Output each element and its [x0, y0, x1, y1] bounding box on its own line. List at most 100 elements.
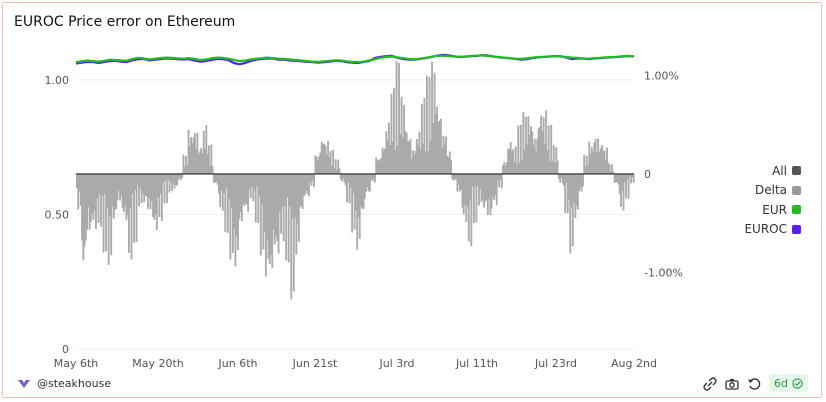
delta-bar	[542, 117, 545, 174]
delta-bar	[97, 173, 100, 223]
legend-item-euroc[interactable]: EUROC	[681, 220, 801, 240]
delta-bar	[436, 106, 439, 174]
footer-actions: 6d	[703, 374, 808, 392]
delta-bar	[320, 141, 323, 174]
delta-bar	[551, 160, 554, 174]
x-tick-label: Jul 11th	[455, 357, 498, 370]
delta-bar	[81, 173, 83, 241]
delta-bar	[199, 151, 201, 174]
delta-bar	[325, 154, 328, 174]
delta-bar	[461, 173, 464, 208]
delta-bar	[153, 173, 156, 220]
delta-bar	[112, 173, 115, 219]
delta-bar	[230, 173, 233, 208]
delta-bar	[456, 173, 459, 192]
delta-bar	[324, 145, 327, 174]
delta-bar	[234, 173, 237, 267]
delta-bar	[599, 148, 602, 174]
delta-bar	[390, 93, 393, 174]
delta-bar	[305, 173, 308, 191]
delta-bar	[535, 151, 537, 174]
delta-bar	[231, 173, 234, 253]
y-left-tick-label: 1.00	[45, 74, 70, 87]
legend-item-delta[interactable]: Delta	[681, 181, 801, 201]
delta-bar	[420, 103, 423, 174]
delta-bar	[240, 173, 243, 222]
delta-bar	[105, 173, 108, 252]
delta-bar	[614, 173, 617, 183]
delta-bar	[379, 159, 381, 174]
delta-bar	[497, 173, 499, 181]
camera-icon[interactable]	[725, 376, 739, 390]
delta-bar	[280, 173, 283, 234]
delta-bar	[451, 173, 454, 180]
delta-bar	[531, 131, 534, 174]
delta-bar	[242, 173, 244, 204]
delta-bar	[537, 128, 540, 174]
delta-bar	[415, 139, 418, 174]
delta-bar	[569, 173, 572, 254]
chart-title: EUROC Price error on Ethereum	[14, 14, 236, 30]
delta-bar	[547, 125, 550, 174]
delta-bar	[166, 173, 168, 204]
delta-bar	[127, 173, 130, 253]
freshness-badge[interactable]: 6d	[769, 374, 808, 392]
delta-bar	[210, 144, 213, 174]
refresh-icon[interactable]	[747, 376, 761, 390]
delta-bar	[377, 161, 380, 174]
delta-bar	[342, 173, 345, 179]
delta-bar	[309, 173, 312, 182]
delta-bar	[76, 173, 78, 189]
delta-bar	[412, 150, 414, 174]
delta-bar	[276, 173, 279, 242]
delta-bar	[475, 173, 478, 223]
delta-bar	[263, 173, 266, 232]
delta-bar	[401, 137, 404, 174]
delta-bar	[403, 104, 406, 174]
delta-bar	[381, 147, 384, 174]
delta-bar	[136, 173, 139, 186]
delta-bar	[110, 173, 113, 256]
delta-bar	[174, 173, 177, 185]
delta-bar	[366, 173, 369, 188]
delta-bar	[360, 173, 362, 207]
delta-bar	[206, 153, 209, 174]
delta-bar	[286, 173, 289, 198]
delta-bar	[457, 173, 460, 185]
delta-bar	[323, 143, 326, 174]
y-left-tick-label: 0.50	[45, 208, 70, 221]
legend-item-eur[interactable]: EUR	[681, 200, 801, 220]
delta-bar	[632, 173, 635, 183]
delta-bar	[387, 122, 390, 174]
delta-bar	[450, 159, 452, 174]
delta-bar	[91, 173, 94, 214]
delta-bar	[417, 145, 420, 174]
delta-bar	[491, 173, 494, 197]
delta-bar	[617, 173, 620, 185]
delta-bar	[159, 173, 162, 194]
delta-bar	[314, 155, 317, 174]
delta-bar	[300, 173, 303, 206]
delta-bar	[441, 147, 444, 174]
delta-bar	[140, 173, 143, 204]
delta-bar	[313, 173, 316, 188]
delta-bar	[532, 145, 535, 174]
delta-bar	[571, 173, 574, 247]
delta-bar	[339, 173, 342, 180]
delta-bar	[592, 151, 595, 174]
delta-bar	[283, 173, 286, 207]
delta-bar	[608, 164, 611, 174]
delta-bar	[264, 173, 267, 277]
delta-bar	[347, 173, 350, 183]
legend-item-all[interactable]: All	[681, 161, 801, 181]
delta-bar	[489, 173, 492, 216]
delta-bar	[466, 173, 469, 207]
chart-plot[interactable]: 1.00 0.50 0 1.00% 0 -1.00% May 6th May 20th Jun …	[3, 3, 823, 399]
delta-bar	[171, 173, 173, 191]
share-icon[interactable]	[703, 376, 717, 391]
footer-brand[interactable]: @steakhouse	[17, 377, 111, 390]
delta-bar	[119, 173, 121, 201]
delta-bar	[310, 173, 313, 186]
delta-bar	[352, 173, 355, 193]
delta-bar	[169, 173, 172, 183]
